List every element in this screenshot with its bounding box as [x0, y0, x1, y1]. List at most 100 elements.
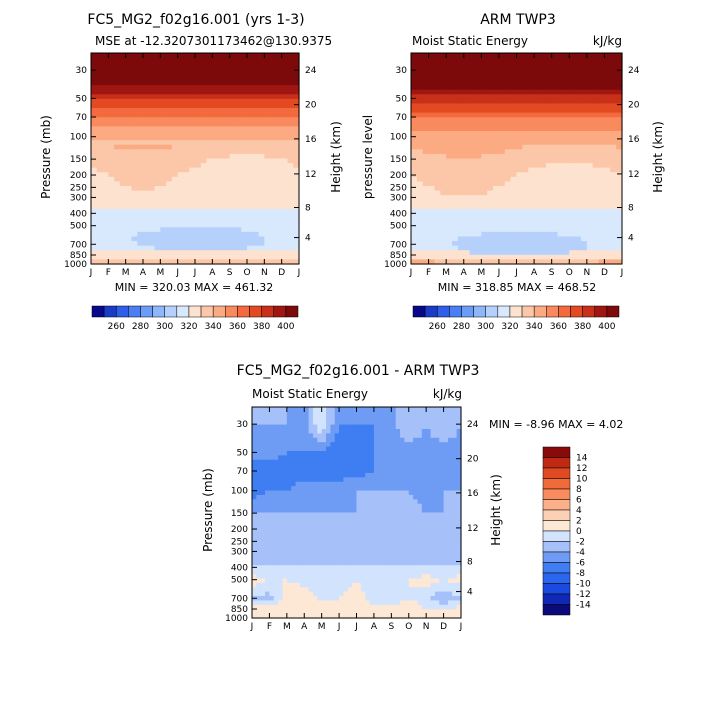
contour-cell: [510, 103, 518, 109]
contour-cell: [592, 218, 600, 224]
contour-cell: [102, 218, 109, 224]
contour-cell: [365, 455, 371, 461]
contour-cell: [143, 254, 150, 261]
contour-cell: [378, 499, 384, 505]
contour-cell: [119, 181, 127, 187]
contour-cell: [308, 534, 314, 540]
contour-cell: [218, 121, 225, 127]
contour-cell: [481, 75, 488, 82]
contour-cell: [114, 167, 121, 173]
contour-cell: [563, 222, 570, 228]
contour-cell: [481, 80, 488, 86]
contour-cell: [312, 525, 318, 531]
contour-cell: [493, 204, 500, 210]
contour-cell: [102, 126, 109, 132]
contour-cell: [378, 437, 384, 443]
contour-cell: [610, 254, 617, 261]
contour-cell: [434, 468, 440, 474]
contour-cell: [545, 89, 553, 95]
contour-cell: [293, 108, 300, 114]
contour-cell: [143, 158, 150, 164]
contour-cell: [154, 75, 161, 82]
contour-cell: [154, 98, 161, 105]
contour-cell: [493, 222, 500, 228]
contour-cell: [282, 420, 288, 426]
contour-cell: [286, 508, 292, 514]
contour-cell: [598, 144, 606, 150]
contour-cell: [108, 163, 115, 169]
contour-cell: [252, 227, 260, 233]
contour-cell: [343, 428, 349, 434]
contour-cell: [447, 424, 453, 430]
contour-cell: [616, 57, 623, 63]
contour-cell: [256, 534, 262, 540]
contour-cell: [575, 66, 582, 72]
contour-cell: [91, 153, 98, 160]
contour-cell: [218, 62, 225, 68]
contour-cell: [304, 516, 310, 522]
contour-cell: [569, 98, 576, 105]
contour-cell: [428, 85, 436, 91]
contour-cell: [382, 437, 388, 443]
contour-cell: [575, 94, 582, 100]
contour-cell: [293, 186, 300, 192]
contour-cell: [131, 140, 138, 146]
contour-cell: [382, 433, 388, 439]
contour-cell: [247, 153, 254, 160]
contour-cell: [154, 250, 161, 256]
contour-cell: [143, 94, 150, 100]
contour-cell: [183, 62, 190, 68]
contour-cell: [334, 494, 340, 500]
contour-cell: [430, 424, 436, 430]
contour-cell: [463, 167, 471, 173]
contour-cell: [440, 98, 447, 105]
contour-cell: [102, 98, 109, 105]
contour-cell: [391, 411, 397, 417]
contour-cell: [195, 53, 202, 59]
contour-cell: [270, 53, 277, 59]
contour-cell: [408, 415, 414, 421]
contour-cell: [212, 254, 219, 261]
contour-cell: [510, 245, 518, 251]
contour-cell: [580, 85, 588, 91]
contour-cell: [534, 167, 541, 173]
contour-cell: [200, 62, 208, 68]
contour-cell: [586, 241, 594, 247]
contour-cell: [616, 236, 623, 242]
contour-cell: [143, 135, 150, 141]
contour-cell: [592, 172, 600, 178]
contour-cell: [426, 450, 432, 456]
contour-cell: [469, 66, 477, 72]
contour-cell: [598, 241, 606, 247]
contour-cell: [177, 158, 185, 164]
contour-cell: [247, 130, 254, 137]
contour-cell: [282, 428, 288, 434]
contour-cell: [452, 163, 459, 169]
contour-cell: [378, 516, 384, 522]
contour-cell: [557, 94, 564, 100]
panel2-y2label: Height (km): [651, 121, 665, 192]
contour-cell: [273, 481, 279, 487]
contour-cell: [604, 199, 611, 205]
contour-cell: [586, 140, 594, 146]
contour-cell: [212, 227, 219, 233]
contour-cell: [269, 468, 275, 474]
contour-cell: [446, 130, 453, 137]
contour-cell: [580, 208, 588, 215]
contour-cell: [569, 181, 576, 187]
contour-cell: [539, 259, 547, 265]
contour-cell: [522, 208, 529, 215]
contour-cell: [528, 66, 535, 72]
contour-cell: [102, 80, 109, 86]
contour-cell: [400, 530, 405, 536]
contour-cell: [563, 245, 570, 251]
contour-cell: [304, 459, 310, 465]
contour-cell: [408, 525, 414, 531]
contour-cell: [247, 176, 254, 183]
contour-cell: [417, 437, 423, 443]
contour-cell: [286, 455, 292, 461]
contour-cell: [557, 57, 564, 63]
contour-cell: [430, 415, 436, 421]
contour-cell: [504, 130, 512, 137]
contour-cell: [286, 450, 292, 456]
